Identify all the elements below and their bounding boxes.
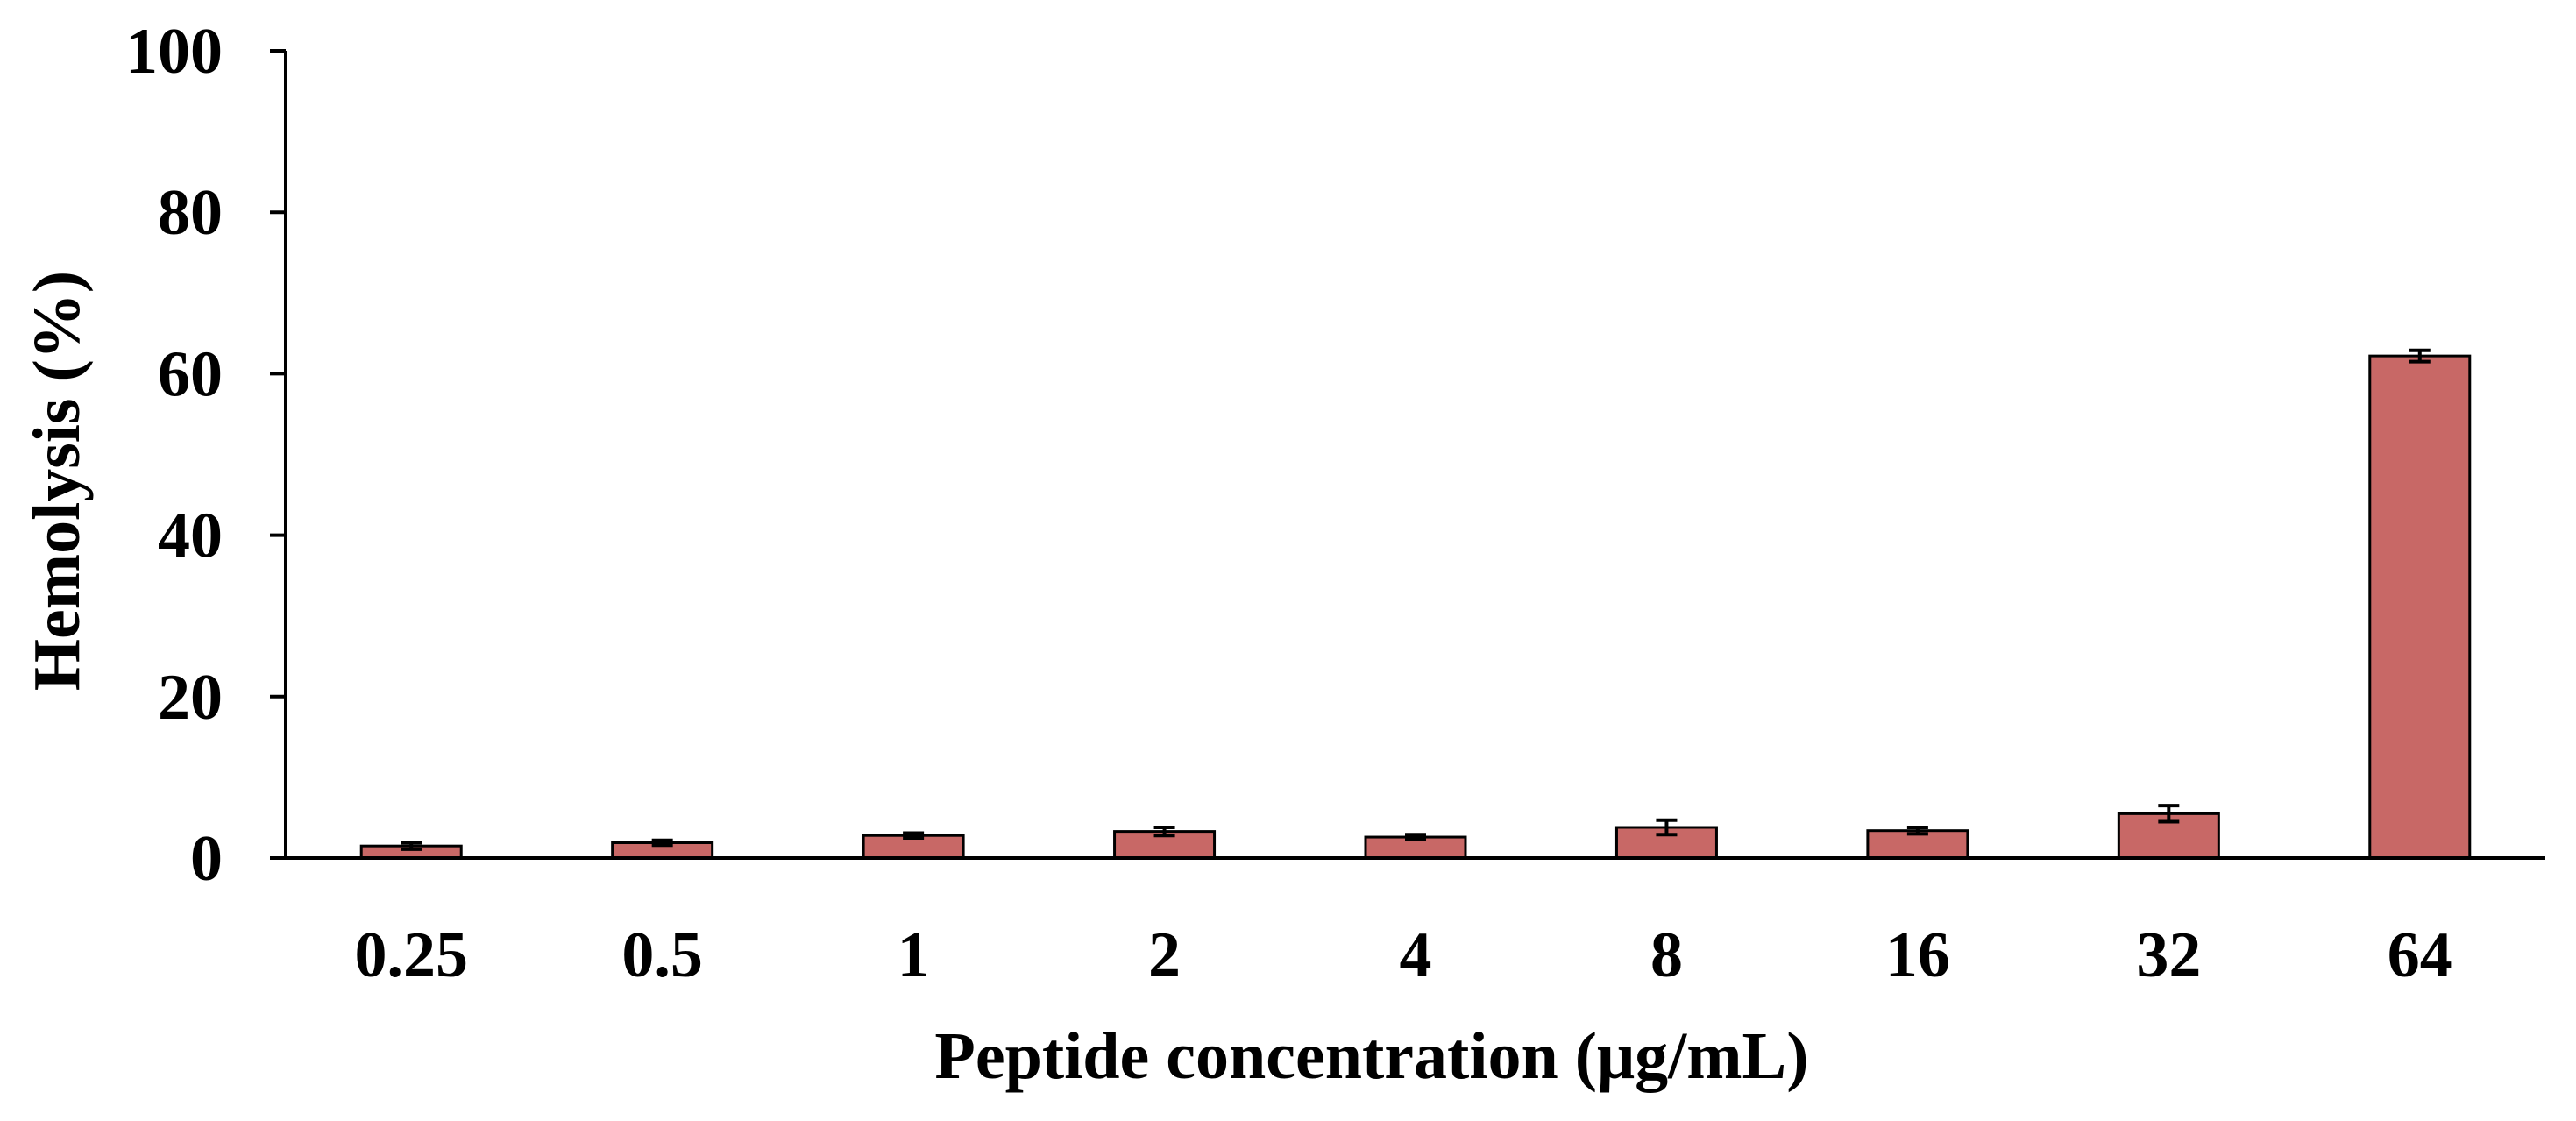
x-ticks-layer: 0.25 0.5 1 2 4 8 16 32 64 xyxy=(354,919,2452,991)
bars-layer xyxy=(359,354,2472,860)
y-tick-label: 40 xyxy=(158,500,223,572)
y-tick-label: 60 xyxy=(158,338,223,410)
x-tick-label: 2 xyxy=(1148,919,1181,991)
error-bar-1 xyxy=(903,831,925,840)
error-bar-2 xyxy=(1153,826,1175,838)
error-bar-4 xyxy=(1405,833,1426,841)
error-bar-0.25 xyxy=(401,841,422,851)
x-tick-label: 8 xyxy=(1650,919,1683,991)
x-tick-label: 32 xyxy=(2136,919,2201,991)
x-tick-label: 16 xyxy=(1885,919,1950,991)
axes-layer xyxy=(284,51,2545,860)
error-bar-0.5 xyxy=(651,838,673,848)
x-tick-label: 0.25 xyxy=(354,919,468,991)
y-ticks-layer: 0 20 40 60 80 100 xyxy=(125,16,286,895)
x-axis-title: Peptide concentration (μg/mL) xyxy=(934,1019,1808,1093)
y-axis-title: Hemolysis (%) xyxy=(20,271,94,691)
y-tick-label: 20 xyxy=(158,662,223,734)
y-tick-label: 80 xyxy=(158,177,223,249)
error-bar-32 xyxy=(2158,804,2180,824)
error-bar-64 xyxy=(2409,348,2431,364)
y-tick-label: 100 xyxy=(125,16,223,88)
error-bar-16 xyxy=(1906,826,1928,836)
y-tick-label: 0 xyxy=(190,823,223,895)
x-tick-label: 0.5 xyxy=(621,919,703,991)
bar-64 xyxy=(2368,354,2472,860)
x-tick-label: 1 xyxy=(898,919,930,991)
x-tick-label: 4 xyxy=(1400,919,1432,991)
error-bar-8 xyxy=(1656,818,1678,837)
error-bars-layer xyxy=(401,348,2431,851)
x-tick-label: 64 xyxy=(2388,919,2452,991)
